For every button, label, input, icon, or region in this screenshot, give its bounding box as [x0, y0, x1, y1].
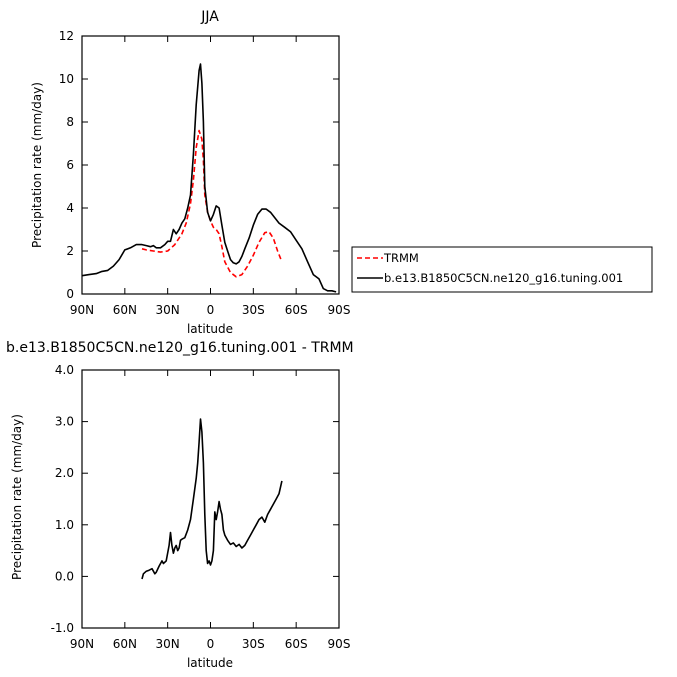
y-tick-label: 2 — [66, 244, 74, 258]
y-tick-label: 10 — [59, 72, 74, 86]
legend-label-trmm: TRMM — [383, 251, 419, 265]
series-line-0 — [141, 418, 283, 580]
plot-frame — [81, 369, 340, 629]
x-tick-label: 90S — [328, 303, 351, 317]
x-tick-label: 0 — [207, 303, 215, 317]
y-tick-label: -1.0 — [51, 621, 74, 635]
y-tick-label: 0 — [66, 287, 74, 301]
x-tick-label: 90S — [328, 637, 351, 651]
x-axis-label: latitude — [187, 322, 233, 336]
x-tick-label: 90N — [70, 303, 94, 317]
y-axis-label: Precipitation rate (mm/day) — [30, 82, 44, 248]
plot-frame — [81, 35, 340, 295]
legend-box — [351, 246, 653, 293]
x-tick-label: 30N — [156, 303, 180, 317]
y-tick-label: 0.0 — [55, 569, 74, 583]
y-tick-label: 4.0 — [55, 363, 74, 377]
x-tick-label: 0 — [207, 637, 215, 651]
legend: TRMM b.e13.B1850C5CN.ne120_g16.tuning.00… — [351, 246, 653, 293]
x-tick-label: 60S — [285, 637, 308, 651]
y-tick-label: 6 — [66, 158, 74, 172]
x-tick-label: 30S — [242, 303, 265, 317]
x-tick-label: 60S — [285, 303, 308, 317]
x-axis-label: latitude — [187, 656, 233, 670]
x-tick-label: 30S — [242, 637, 265, 651]
series-line-0 — [141, 129, 283, 278]
x-tick-label: 60N — [113, 637, 137, 651]
y-tick-label: 4 — [66, 201, 74, 215]
y-axis-label: Precipitation rate (mm/day) — [10, 414, 24, 580]
x-tick-label: 90N — [70, 637, 94, 651]
top-panel: JJA 90N 60N 30N 0 30S 60S 90S 0 2 4 6 8 10 12 Precipi… — [30, 9, 350, 336]
chart-title: b.e13.B1850C5CN.ne120_g16.tuning.001 - T… — [6, 340, 354, 356]
y-tick-label: 3.0 — [55, 415, 74, 429]
series-line-1 — [81, 63, 337, 293]
x-tick-label: 60N — [113, 303, 137, 317]
chart-title: JJA — [200, 9, 219, 25]
x-tick-label: 30N — [156, 637, 180, 651]
y-tick-label: 1.0 — [55, 518, 74, 532]
legend-label-model: b.e13.B1850C5CN.ne120_g16.tuning.001 — [384, 271, 623, 285]
bottom-panel: b.e13.B1850C5CN.ne120_g16.tuning.001 - T… — [6, 340, 354, 670]
y-tick-label: 8 — [66, 115, 74, 129]
y-tick-label: 12 — [59, 29, 74, 43]
y-tick-label: 2.0 — [55, 466, 74, 480]
